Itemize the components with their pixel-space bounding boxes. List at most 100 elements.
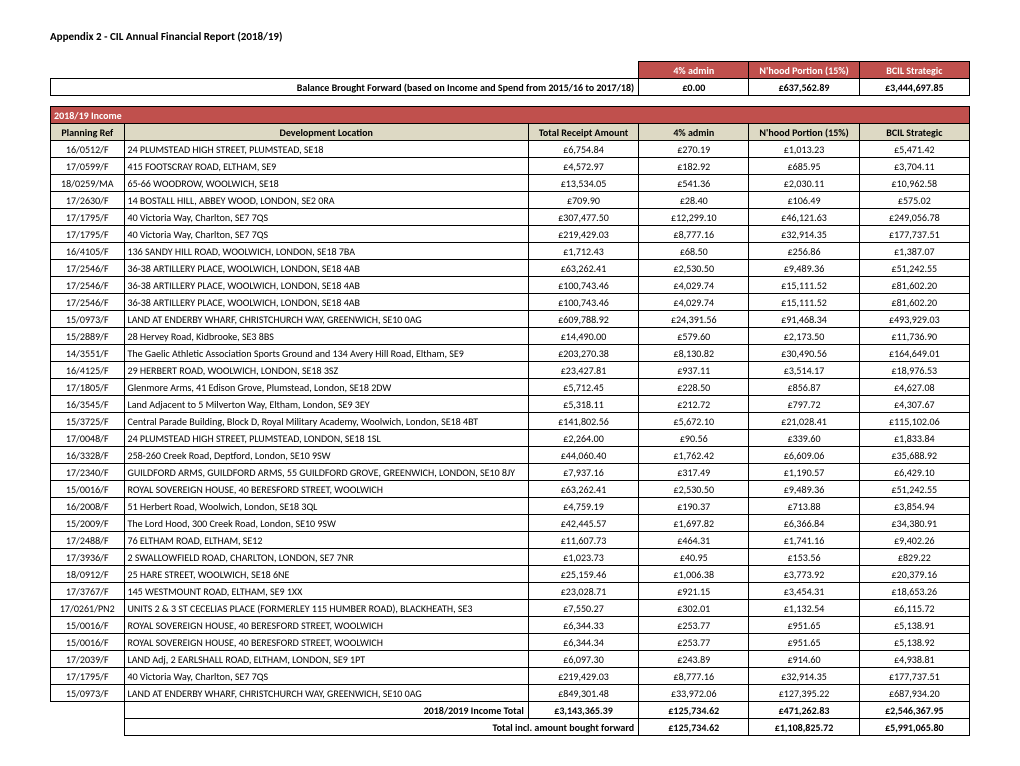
cell-nhood: £3,773.92 — [749, 566, 859, 583]
cell-tra: £44,060.40 — [528, 447, 638, 464]
table-row: 16/3545/FLand Adjacent to 5 Milverton Wa… — [51, 396, 970, 413]
table-row: 16/0512/F24 PLUMSTEAD HIGH STREET, PLUMS… — [51, 141, 970, 158]
cell-tra: £6,754.84 — [528, 141, 638, 158]
cell-loc: 51 Herbert Road, Woolwich, London, SE18 … — [124, 498, 528, 515]
hdr-nhood: N'hood Portion (15%) — [749, 62, 859, 79]
cell-nhood: £15,111.52 — [749, 277, 859, 294]
table-row: 17/0261/PN2UNITS 2 & 3 ST CECELIAS PLACE… — [51, 600, 970, 617]
cell-nhood: £127,395.22 — [749, 685, 859, 702]
cell-admin: £182.92 — [639, 158, 749, 175]
cell-bcil: £10,962.58 — [859, 175, 969, 192]
cell-tra: £7,937.16 — [528, 464, 638, 481]
incl-total-nhood: £1,108,825.72 — [749, 719, 859, 736]
table-row: 17/0599/F415 FOOTSCRAY ROAD, ELTHAM, SE9… — [51, 158, 970, 175]
cell-bcil: £5,138.92 — [859, 634, 969, 651]
cell-ref: 17/1795/F — [51, 209, 125, 226]
col-header-row: Planning Ref Development Location Total … — [51, 124, 970, 141]
income-total-tra: £3,143,365.39 — [528, 702, 638, 719]
cell-tra: £5,318.11 — [528, 396, 638, 413]
cell-admin: £541.36 — [639, 175, 749, 192]
cell-nhood: £951.65 — [749, 634, 859, 651]
income-total-admin: £125,734.62 — [639, 702, 749, 719]
incl-total-bcil: £5,991,065.80 — [859, 719, 969, 736]
cell-admin: £579.60 — [639, 328, 749, 345]
col-loc: Development Location — [124, 124, 528, 141]
cell-nhood: £951.65 — [749, 617, 859, 634]
cell-ref: 17/0048/F — [51, 430, 125, 447]
cell-ref: 17/2039/F — [51, 651, 125, 668]
cell-nhood: £32,914.35 — [749, 668, 859, 685]
cell-nhood: £3,514.17 — [749, 362, 859, 379]
cell-tra: £1,023.73 — [528, 549, 638, 566]
cell-ref: 17/2546/F — [51, 277, 125, 294]
table-row: 17/1795/F40 Victoria Way, Charlton, SE7 … — [51, 226, 970, 243]
bbf-admin: £0.00 — [639, 79, 749, 96]
cell-ref: 18/0912/F — [51, 566, 125, 583]
cell-loc: 415 FOOTSCRAY ROAD, ELTHAM, SE9 — [124, 158, 528, 175]
cell-loc: 14 BOSTALL HILL, ABBEY WOOD, LONDON, SE2… — [124, 192, 528, 209]
cell-admin: £4,029.74 — [639, 294, 749, 311]
table-row: 17/2546/F36-38 ARTILLERY PLACE, WOOLWICH… — [51, 260, 970, 277]
cell-ref: 15/3725/F — [51, 413, 125, 430]
cell-admin: £24,391.56 — [639, 311, 749, 328]
cell-admin: £68.50 — [639, 243, 749, 260]
cell-ref: 15/0016/F — [51, 481, 125, 498]
cell-bcil: £81,602.20 — [859, 277, 969, 294]
cell-bcil: £4,307.67 — [859, 396, 969, 413]
cell-nhood: £2,030.11 — [749, 175, 859, 192]
cell-loc: 36-38 ARTILLERY PLACE, WOOLWICH, LONDON,… — [124, 277, 528, 294]
cell-nhood: £3,454.31 — [749, 583, 859, 600]
cell-nhood: £1,190.57 — [749, 464, 859, 481]
incl-total-label: Total incl. amount bought forward — [124, 719, 639, 736]
incl-total-row: Total incl. amount bought forward £125,7… — [51, 719, 970, 736]
col-ref: Planning Ref — [51, 124, 125, 141]
cell-ref: 16/2008/F — [51, 498, 125, 515]
cell-admin: £2,530.50 — [639, 481, 749, 498]
cell-tra: £23,427.81 — [528, 362, 638, 379]
cell-admin: £921.15 — [639, 583, 749, 600]
cell-bcil: £9,402.26 — [859, 532, 969, 549]
cell-admin: £228.50 — [639, 379, 749, 396]
cell-ref: 17/1795/F — [51, 668, 125, 685]
cell-loc: Central Parade Building, Block D, Royal … — [124, 413, 528, 430]
cell-loc: ROYAL SOVEREIGN HOUSE, 40 BERESFORD STRE… — [124, 481, 528, 498]
cell-loc: 29 HERBERT ROAD, WOOLWICH, LONDON, SE18 … — [124, 362, 528, 379]
cell-loc: LAND AT ENDERBY WHARF, CHRISTCHURCH WAY,… — [124, 685, 528, 702]
cell-admin: £253.77 — [639, 634, 749, 651]
cell-tra: £4,759.19 — [528, 498, 638, 515]
table-row: 16/4125/F29 HERBERT ROAD, WOOLWICH, LOND… — [51, 362, 970, 379]
bbf-row: Balance Brought Forward (based on Income… — [51, 79, 970, 96]
cell-ref: 17/2340/F — [51, 464, 125, 481]
cell-nhood: £914.60 — [749, 651, 859, 668]
cell-loc: 36-38 ARTILLERY PLACE, WOOLWICH, LONDON,… — [124, 260, 528, 277]
cell-bcil: £5,471.42 — [859, 141, 969, 158]
cell-admin: £270.19 — [639, 141, 749, 158]
cell-nhood: £32,914.35 — [749, 226, 859, 243]
cell-nhood: £153.56 — [749, 549, 859, 566]
cell-nhood: £713.88 — [749, 498, 859, 515]
spacer-row — [51, 96, 970, 107]
cell-tra: £23,028.71 — [528, 583, 638, 600]
table-row: 17/2630/F14 BOSTALL HILL, ABBEY WOOD, LO… — [51, 192, 970, 209]
cell-bcil: £6,429.10 — [859, 464, 969, 481]
cell-ref: 17/0261/PN2 — [51, 600, 125, 617]
cell-tra: £14,490.00 — [528, 328, 638, 345]
cell-ref: 17/2546/F — [51, 294, 125, 311]
cell-bcil: £51,242.55 — [859, 481, 969, 498]
cell-nhood: £106.49 — [749, 192, 859, 209]
cell-tra: £5,712.45 — [528, 379, 638, 396]
hdr-bcil: BCIL Strategic — [859, 62, 969, 79]
cell-bcil: £829.22 — [859, 549, 969, 566]
cell-tra: £13,534.05 — [528, 175, 638, 192]
cell-ref: 15/2889/F — [51, 328, 125, 345]
table-row: 15/3725/FCentral Parade Building, Block … — [51, 413, 970, 430]
hdr-admin: 4% admin — [639, 62, 749, 79]
cell-nhood: £256.86 — [749, 243, 859, 260]
cell-loc: UNITS 2 & 3 ST CECELIAS PLACE (FORMERLEY… — [124, 600, 528, 617]
cell-tra: £609,788.92 — [528, 311, 638, 328]
cell-bcil: £20,379.16 — [859, 566, 969, 583]
cell-tra: £11,607.73 — [528, 532, 638, 549]
cell-bcil: £5,138.91 — [859, 617, 969, 634]
cell-admin: £8,130.82 — [639, 345, 749, 362]
cell-nhood: £6,609.06 — [749, 447, 859, 464]
